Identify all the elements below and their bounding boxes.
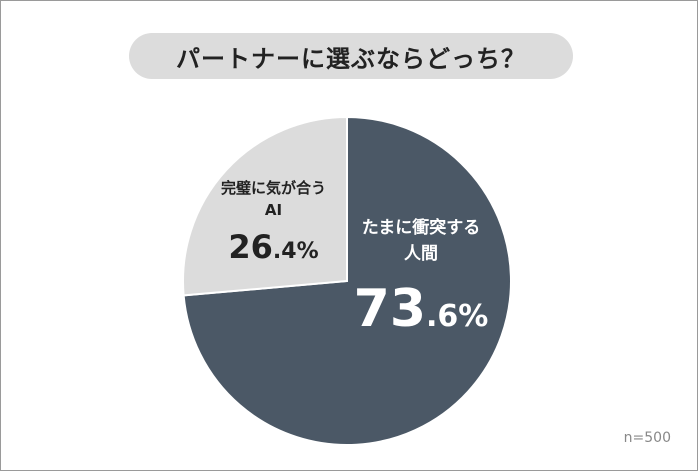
slice-name-human-line-2: 人間	[404, 244, 438, 264]
pie-slice-ai	[182, 115, 348, 297]
sample-size-note: n=500	[623, 430, 671, 446]
slice-name-human-line-1: たまに衝突する	[361, 218, 481, 238]
slice-label-human: たまに衝突する 人間 73.6%	[341, 215, 501, 351]
slice-value-human: 73.6%	[353, 279, 489, 339]
chart-title: パートナーに選ぶならどっち？	[129, 33, 573, 79]
slice-name-ai-line-1: 完璧に気が合う	[220, 179, 326, 197]
slice-name-ai-line-2: AI	[264, 201, 283, 219]
slice-value-ai: 26.4%	[228, 228, 319, 266]
slice-label-ai: 完璧に気が合う AI 26.4%	[206, 177, 341, 273]
